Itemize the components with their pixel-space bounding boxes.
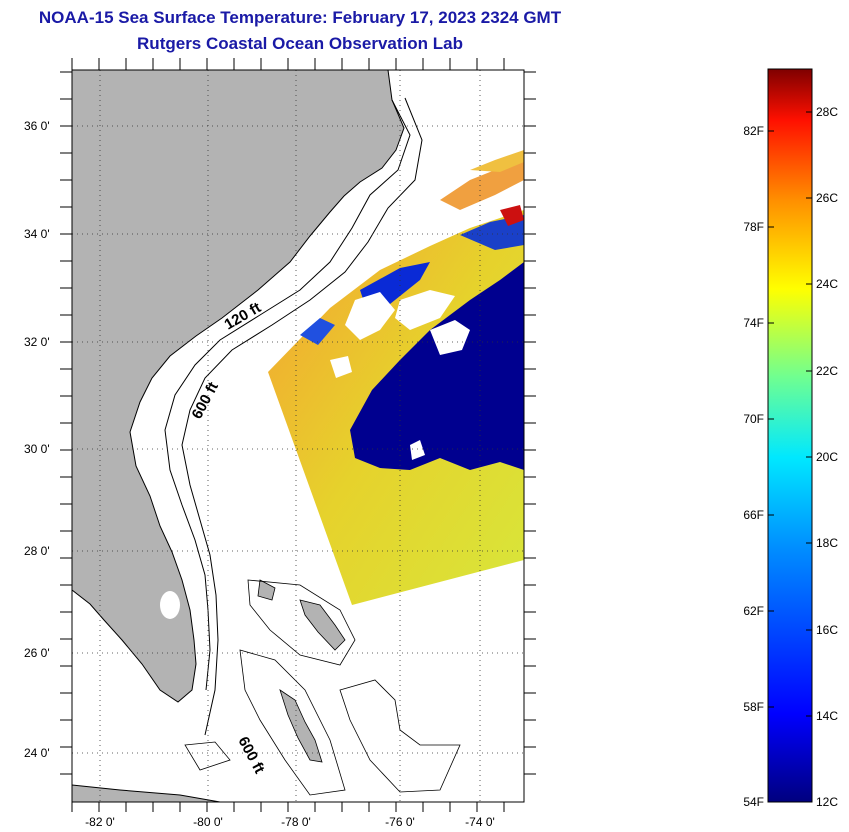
lat-label-34: 34 0' bbox=[24, 227, 50, 241]
cloud-mask bbox=[345, 292, 395, 340]
map-area bbox=[72, 70, 524, 802]
isobath-120ft bbox=[164, 99, 411, 691]
cbar-c-14: 14C bbox=[816, 709, 838, 723]
graticule bbox=[72, 70, 524, 802]
lon-axis: -82 0' -80 0' -78 0' -76 0' -74 0' bbox=[85, 815, 495, 829]
colorbar-celsius-labels: 28C 26C 24C 22C 20C 18C 16C 14C 12C bbox=[816, 105, 838, 809]
cbar-c-16: 16C bbox=[816, 623, 838, 637]
axis-ticks bbox=[60, 58, 536, 812]
cbar-f-74: 74F bbox=[743, 316, 764, 330]
lat-label-28: 28 0' bbox=[24, 544, 50, 558]
lon-label-80: -80 0' bbox=[193, 815, 223, 829]
lon-label-76: -76 0' bbox=[385, 815, 415, 829]
map-frame bbox=[71, 69, 525, 803]
lon-label-78: -78 0' bbox=[281, 815, 311, 829]
cbar-f-78: 78F bbox=[743, 220, 764, 234]
cbar-c-28: 28C bbox=[816, 105, 838, 119]
cbar-c-12: 12C bbox=[816, 795, 838, 809]
cbar-f-66: 66F bbox=[743, 508, 764, 522]
cbar-c-24: 24C bbox=[816, 277, 838, 291]
map-title: NOAA-15 Sea Surface Temperature: Februar… bbox=[38, 8, 562, 27]
cbar-c-26: 26C bbox=[816, 191, 838, 205]
cbar-f-70: 70F bbox=[743, 412, 764, 426]
lat-label-36: 36 0' bbox=[24, 119, 50, 133]
lon-label-74: -74 0' bbox=[465, 815, 495, 829]
sst-cold-region bbox=[350, 262, 524, 470]
land-bahamas bbox=[299, 599, 346, 651]
lat-axis: 36 0' 34 0' 32 0' 30 0' 28 0' 26 0' 24 0… bbox=[24, 119, 50, 760]
cbar-f-54: 54F bbox=[743, 795, 764, 809]
lat-label-24: 24 0' bbox=[24, 746, 50, 760]
cbar-c-20: 20C bbox=[816, 450, 838, 464]
lat-label-32: 32 0' bbox=[24, 335, 50, 349]
land-us-coast bbox=[72, 70, 405, 703]
isobath-600ft bbox=[181, 97, 423, 736]
colorbar-ticks bbox=[768, 111, 812, 717]
colorbar bbox=[767, 68, 813, 803]
cbar-c-18: 18C bbox=[816, 536, 838, 550]
colorbar-fahrenheit-labels: 82F 78F 74F 70F 66F 62F 58F 54F bbox=[743, 124, 764, 809]
map-subtitle: Rutgers Coastal Ocean Observation Lab bbox=[137, 34, 463, 53]
cbar-f-62: 62F bbox=[743, 604, 764, 618]
cbar-c-22: 22C bbox=[816, 364, 838, 378]
lat-label-30: 30 0' bbox=[24, 442, 50, 456]
cbar-f-58: 58F bbox=[743, 700, 764, 714]
lon-label-82: -82 0' bbox=[85, 815, 115, 829]
cbar-f-82: 82F bbox=[743, 124, 764, 138]
lat-label-26: 26 0' bbox=[24, 646, 50, 660]
